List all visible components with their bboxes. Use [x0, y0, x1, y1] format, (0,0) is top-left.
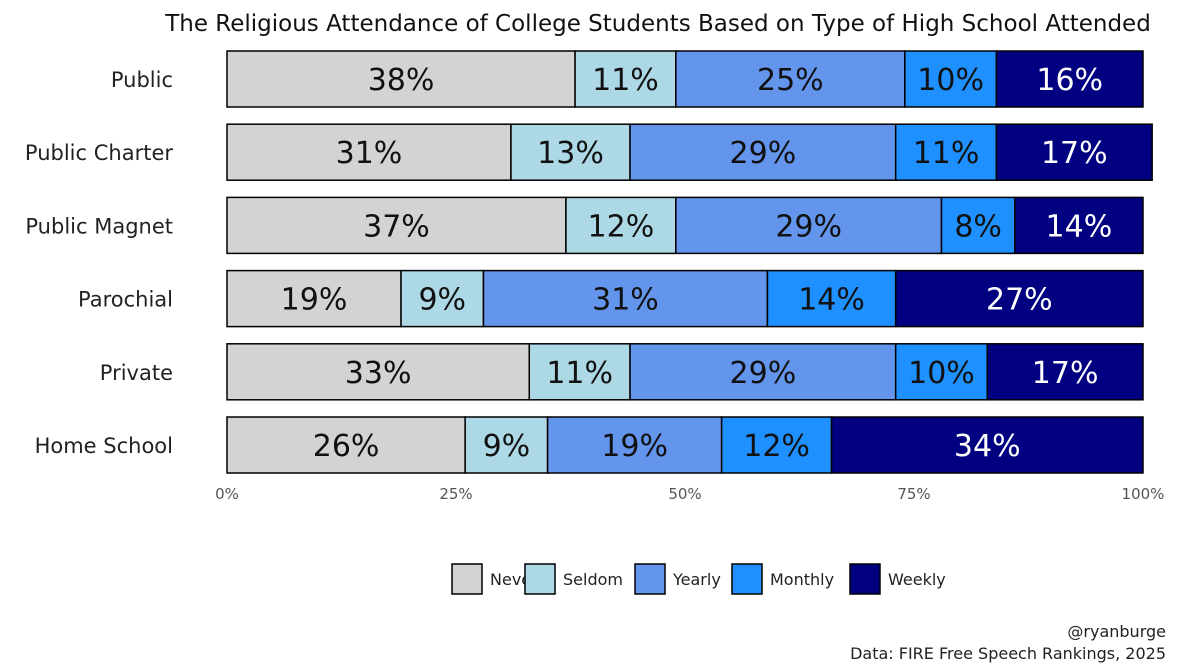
x-tick-label: 25% [439, 485, 472, 503]
data-label-public-charter-weekly: 17% [1041, 136, 1108, 171]
bar-segment-public-charter-yearly [629, 123, 897, 181]
data-label-home-school-yearly: 19% [601, 429, 668, 464]
bar-segment-public-magnet-weekly [1014, 196, 1144, 255]
caption-author: @ryanburge [1067, 622, 1166, 641]
category-label-home-school: Home School [35, 434, 173, 458]
bar-segment-parochial-seldom [400, 269, 485, 328]
bar-segment-private-weekly [986, 343, 1144, 401]
category-label-public: Public [111, 68, 173, 92]
x-axis: 0% 25% 50% 75% 100% [215, 485, 1164, 503]
data-label-home-school-monthly: 12% [743, 429, 810, 464]
legend-label-weekly: Weekly [888, 570, 946, 589]
data-label-public-never: 38% [368, 63, 435, 98]
data-label-public-charter-yearly: 29% [730, 136, 797, 171]
bar-segment-home-school-seldom [464, 416, 549, 474]
bar-segment-public-never [226, 50, 576, 108]
x-tick-label: 0% [215, 485, 239, 503]
category-label-public-magnet: Public Magnet [25, 214, 173, 238]
bar-segment-public-weekly [995, 50, 1144, 108]
data-label-public-magnet-monthly: 8% [954, 209, 1002, 244]
data-label-private-yearly: 29% [730, 356, 797, 391]
legend-label-seldom: Seldom [563, 570, 623, 589]
category-label-public-charter: Public Charter [25, 141, 173, 165]
plot-area: Public 38% 11% 25% 10% 16% Public Charter 31% 13… [25, 50, 1153, 474]
bar-segment-parochial-yearly [482, 269, 769, 328]
legend-label-yearly: Yearly [672, 570, 721, 589]
bar-segment-public-charter-monthly [894, 123, 998, 181]
data-label-parochial-weekly: 27% [986, 283, 1053, 318]
caption-source: Data: FIRE Free Speech Rankings, 2025 [850, 644, 1166, 663]
data-label-public-magnet-yearly: 29% [775, 209, 842, 244]
bar-segment-public-magnet-yearly [675, 196, 943, 255]
data-label-home-school-weekly: 34% [954, 429, 1021, 464]
data-label-public-magnet-never: 37% [363, 209, 430, 244]
category-label-parochial: Parochial [78, 288, 173, 312]
category-label-private: Private [100, 361, 173, 385]
data-label-home-school-never: 26% [313, 429, 380, 464]
legend-key-seldom [524, 563, 556, 595]
bar-segment-private-seldom [528, 343, 631, 401]
bar-segment-parochial-weekly [894, 269, 1144, 328]
bar-segment-public-yearly [675, 50, 906, 108]
x-tick-label: 50% [668, 485, 701, 503]
bar-segment-parochial-never [226, 269, 402, 328]
bar-segment-public-seldom [574, 50, 677, 108]
legend-key-monthly [731, 563, 763, 595]
bar-segment-home-school-yearly [546, 416, 723, 474]
bar-segment-public-magnet-monthly [940, 196, 1016, 255]
data-label-parochial-never: 19% [281, 283, 348, 318]
data-label-public-yearly: 25% [757, 63, 824, 98]
legend-key-never [451, 563, 483, 595]
bar-segment-public-charter-weekly [995, 123, 1153, 181]
data-label-public-magnet-seldom: 12% [588, 209, 655, 244]
data-label-home-school-seldom: 9% [483, 429, 531, 464]
legend-key-weekly [849, 563, 881, 595]
data-label-public-weekly: 16% [1036, 63, 1103, 98]
data-label-parochial-seldom: 9% [418, 283, 466, 318]
legend: Never Seldom Yearly Monthly Weekly [451, 563, 946, 595]
x-tick-label: 100% [1122, 485, 1165, 503]
data-label-public-charter-never: 31% [336, 136, 403, 171]
data-label-public-charter-monthly: 11% [913, 136, 980, 171]
chart-title: The Religious Attendance of College Stud… [164, 11, 1151, 37]
bar-segment-parochial-monthly [766, 269, 897, 328]
data-label-parochial-yearly: 31% [592, 283, 659, 318]
data-label-parochial-monthly: 14% [798, 283, 865, 318]
x-tick-label: 75% [897, 485, 930, 503]
bar-segment-public-charter-seldom [510, 123, 631, 181]
legend-label-monthly: Monthly [770, 570, 834, 589]
bar-segment-home-school-monthly [720, 416, 833, 474]
data-label-private-seldom: 11% [546, 356, 613, 391]
bar-segment-private-never [226, 343, 531, 401]
bar-segment-home-school-weekly [830, 416, 1144, 474]
data-label-private-monthly: 10% [908, 356, 975, 391]
bar-segment-public-magnet-seldom [565, 196, 677, 255]
data-label-public-seldom: 11% [592, 63, 659, 98]
legend-key-yearly [634, 563, 666, 595]
bar-segment-public-charter-never [226, 123, 512, 181]
data-label-public-monthly: 10% [917, 63, 984, 98]
data-label-public-magnet-weekly: 14% [1046, 209, 1113, 244]
data-label-public-charter-seldom: 13% [537, 136, 604, 171]
data-label-private-never: 33% [345, 356, 412, 391]
data-label-private-weekly: 17% [1032, 356, 1099, 391]
bar-segment-private-yearly [629, 343, 897, 401]
